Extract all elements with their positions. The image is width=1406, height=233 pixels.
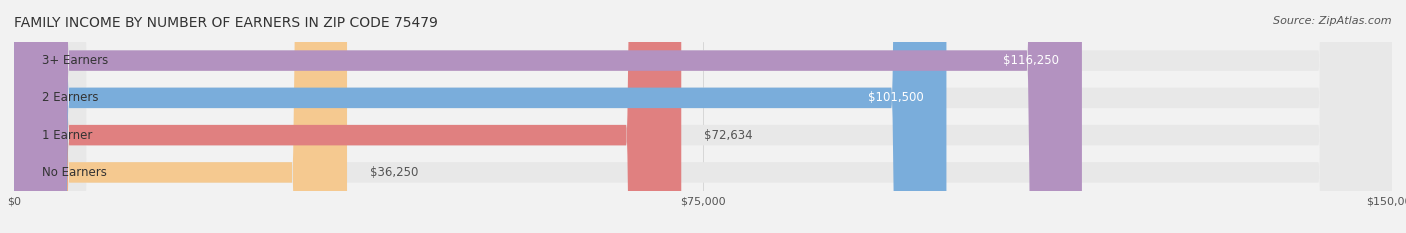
Text: No Earners: No Earners xyxy=(42,166,107,179)
Text: 1 Earner: 1 Earner xyxy=(42,129,91,142)
FancyBboxPatch shape xyxy=(14,0,1392,233)
Text: $36,250: $36,250 xyxy=(370,166,419,179)
Text: Source: ZipAtlas.com: Source: ZipAtlas.com xyxy=(1274,16,1392,26)
Text: $116,250: $116,250 xyxy=(1002,54,1059,67)
FancyBboxPatch shape xyxy=(14,0,347,233)
FancyBboxPatch shape xyxy=(14,0,1083,233)
Text: 2 Earners: 2 Earners xyxy=(42,91,98,104)
Text: FAMILY INCOME BY NUMBER OF EARNERS IN ZIP CODE 75479: FAMILY INCOME BY NUMBER OF EARNERS IN ZI… xyxy=(14,16,437,30)
FancyBboxPatch shape xyxy=(14,0,946,233)
Text: 3+ Earners: 3+ Earners xyxy=(42,54,108,67)
Text: $72,634: $72,634 xyxy=(704,129,752,142)
FancyBboxPatch shape xyxy=(14,0,682,233)
Text: $101,500: $101,500 xyxy=(868,91,924,104)
FancyBboxPatch shape xyxy=(14,0,1392,233)
FancyBboxPatch shape xyxy=(14,0,1392,233)
FancyBboxPatch shape xyxy=(14,0,1392,233)
